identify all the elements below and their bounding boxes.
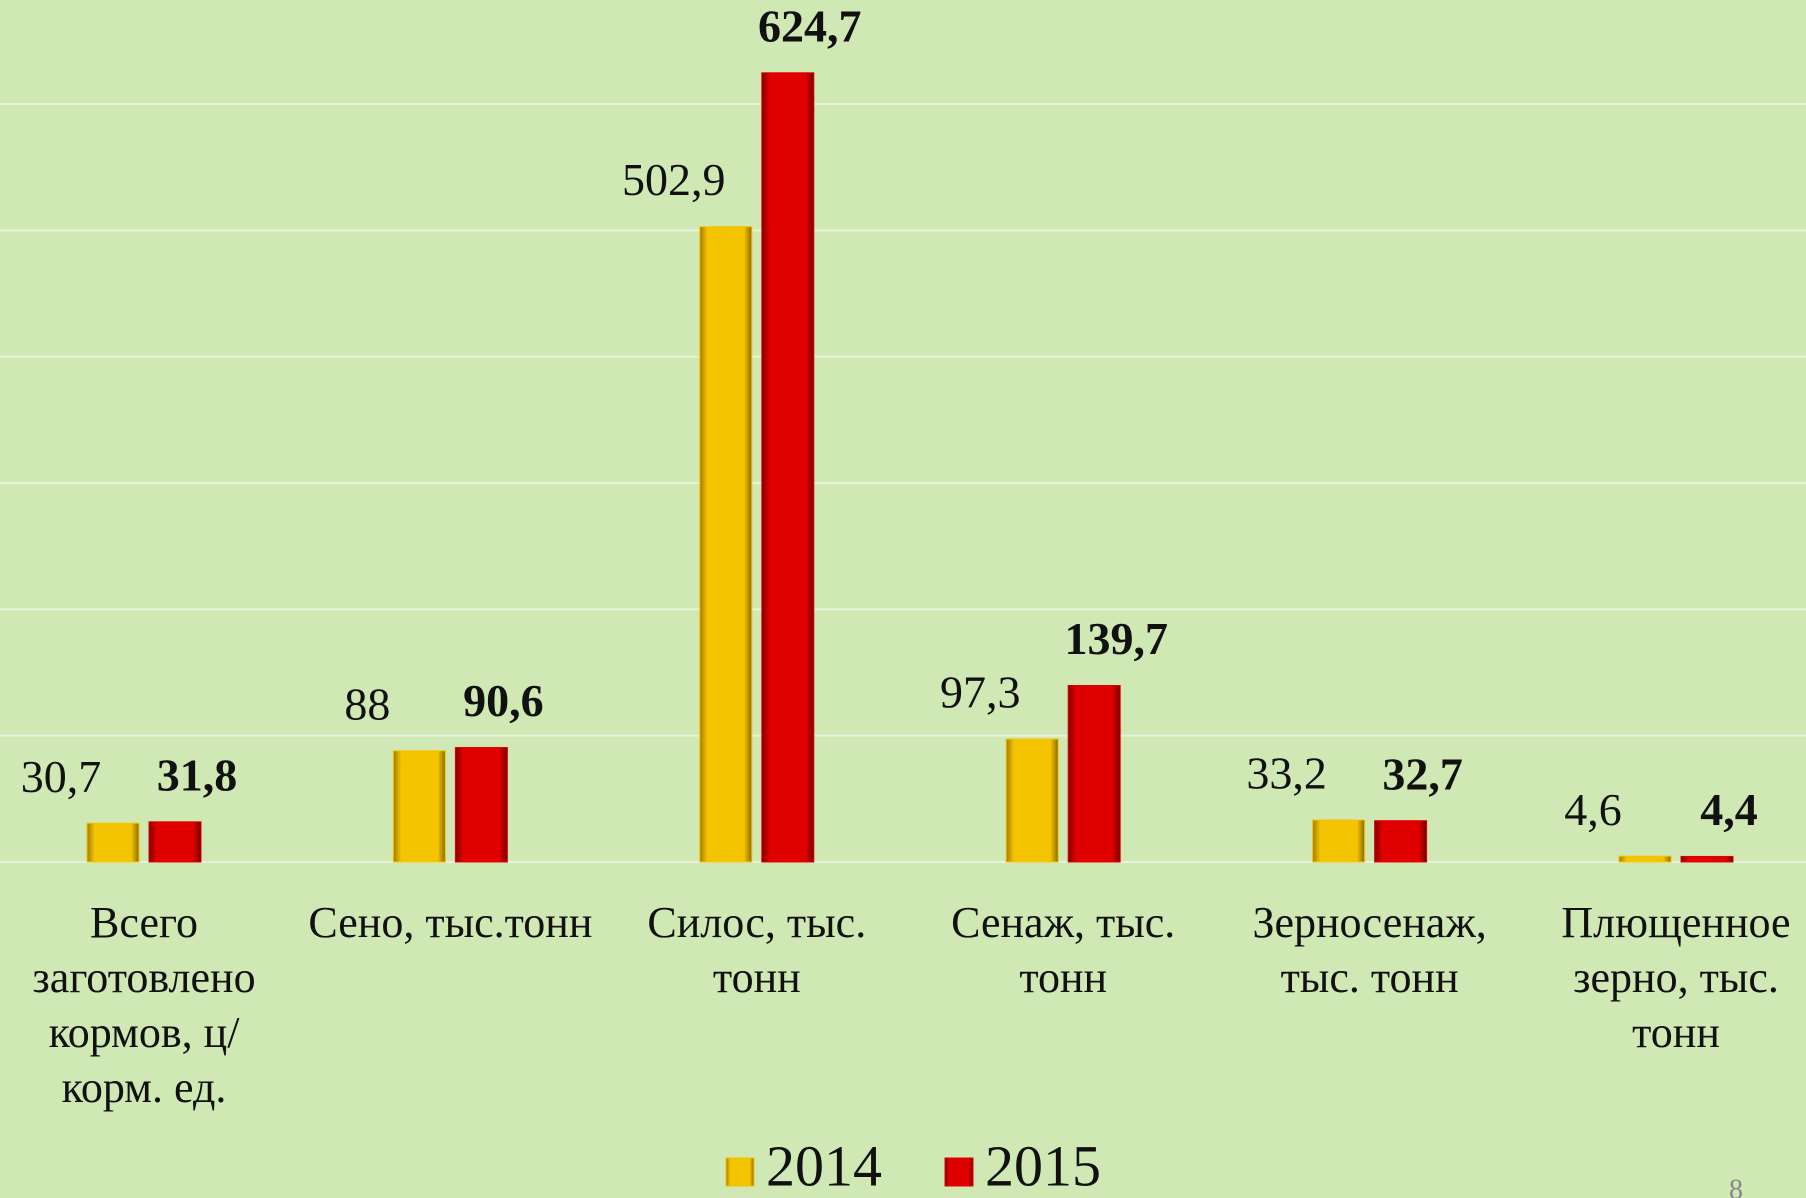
x-tick-label: Плющенное зерно, тыс. тонн [1561, 898, 1791, 1057]
bar [1618, 855, 1672, 863]
bar [148, 821, 202, 863]
data-label: 88 [344, 678, 390, 729]
bar [392, 750, 446, 863]
data-label: 4,6 [1564, 784, 1622, 835]
data-label: 4,4 [1700, 784, 1758, 835]
x-tick-label: Всего заготовлено кормов, ц/корм. ед. [32, 898, 256, 1112]
data-label: 90,6 [463, 675, 544, 726]
legend-label: 2014 [766, 1133, 882, 1198]
data-label: 624,7 [758, 0, 862, 51]
x-tick-label: Сенаж, тыс. тонн [951, 898, 1176, 1002]
legend-swatch [944, 1157, 974, 1187]
data-label: 502,9 [622, 154, 726, 205]
bar [1680, 855, 1734, 863]
x-tick-label: Силос, тыс. тонн [647, 898, 867, 1002]
data-label: 32,7 [1382, 748, 1463, 799]
bar [454, 747, 508, 863]
data-label: 139,7 [1064, 613, 1168, 664]
bar [699, 226, 753, 863]
bar [1312, 819, 1366, 863]
data-label: 31,8 [157, 749, 238, 800]
x-tick-label: Сено, тыс.тонн [308, 898, 593, 947]
bar [86, 822, 140, 863]
data-label: 33,2 [1246, 748, 1327, 799]
bar [1005, 738, 1059, 863]
legend-swatch [725, 1157, 755, 1187]
data-label: 97,3 [940, 667, 1021, 718]
bar [1374, 820, 1428, 863]
data-label: 30,7 [21, 751, 102, 802]
page-number: 8 [1729, 1174, 1743, 1198]
bar [1067, 685, 1121, 863]
bar [761, 72, 815, 863]
x-tick-label: Зерносенаж, тыс. тонн [1252, 898, 1487, 1002]
legend-label: 2015 [985, 1133, 1101, 1198]
